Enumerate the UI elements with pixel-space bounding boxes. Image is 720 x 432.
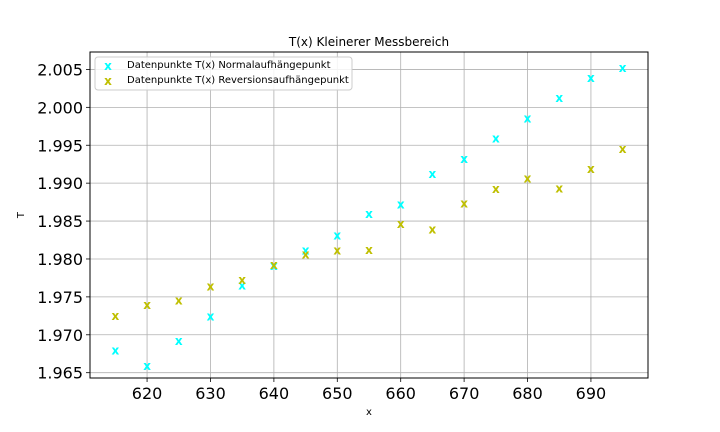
data-point-series-1: x [365, 243, 373, 257]
data-point-series-1: x [175, 294, 183, 308]
x-axis-label: x [366, 407, 372, 418]
y-tick-label: 1.980 [37, 250, 83, 269]
data-point-series-1: x [143, 298, 151, 312]
data-point-series-0: x [111, 344, 119, 358]
data-point-series-0: x [175, 334, 183, 348]
y-tick-label: 1.965 [37, 364, 83, 383]
legend-box [94, 56, 353, 91]
data-point-series-0: x [619, 61, 627, 75]
data-point-series-1: x [619, 142, 627, 156]
axis-ticks: 620 630 640 650 660 670 680 690 1.965 1.970 1.975 1… [37, 60, 606, 403]
data-point-series-0: x [587, 71, 595, 85]
data-point-series-1: x [238, 273, 246, 287]
x-tick-label: 670 [449, 384, 480, 403]
data-point-series-0: x [270, 259, 278, 273]
grid [90, 52, 648, 378]
y-tick-label: 2.005 [37, 60, 83, 79]
data-point-series-0: x [460, 152, 468, 166]
y-tick-label: 2.000 [37, 98, 83, 117]
data-point-series-0: x [365, 207, 373, 221]
data-point-series-1: x [492, 182, 500, 196]
y-axis-label: T [16, 211, 27, 219]
data-point-series-0: x [333, 228, 341, 242]
legend-marker-reversion: x [104, 74, 112, 88]
x-tick-label: 630 [195, 384, 226, 403]
data-point-series-0: x [555, 91, 563, 105]
x-tick-label: 620 [132, 384, 163, 403]
x-tick-label: 660 [385, 384, 416, 403]
data-point-series-1: x [207, 279, 215, 293]
chart-title: T(x) Kleinerer Messbereich [288, 35, 449, 49]
data-point-series-1: x [270, 258, 278, 272]
data-point-series-1: x [587, 162, 595, 176]
data-point-series-0: x [429, 167, 437, 181]
data-point-series-1: x [460, 197, 468, 211]
data-point-series-1: x [302, 247, 310, 261]
y-tick-label: 1.990 [37, 174, 83, 193]
legend: x Datenpunkte T(x) Normalaufhängepunkt x… [94, 56, 353, 91]
x-tick-label: 690 [576, 384, 607, 403]
legend-marker-normal: x [104, 59, 112, 73]
y-tick-label: 1.975 [37, 288, 83, 307]
x-tick-label: 650 [322, 384, 353, 403]
data-point-series-1: x [333, 244, 341, 258]
x-tick-label: 640 [259, 384, 290, 403]
y-tick-label: 1.995 [37, 136, 83, 155]
data-point-series-1: x [524, 172, 532, 186]
legend-label-reversion: Datenpunkte T(x) Reversionsaufhängepunkt [127, 75, 349, 86]
data-point-series-0: x [238, 279, 246, 293]
plot-area-frame [89, 51, 649, 379]
x-tick-label: 680 [512, 384, 543, 403]
data-point-series-0: x [397, 197, 405, 211]
data-point-series-1: x [429, 222, 437, 236]
data-point-series-0: x [143, 359, 151, 373]
y-tick-label: 1.970 [37, 326, 83, 345]
data-point-series-1: x [111, 309, 119, 323]
data-point-series-0: x [524, 112, 532, 126]
data-point-series-1: x [397, 217, 405, 231]
legend-label-normal: Datenpunkte T(x) Normalaufhängepunkt [127, 60, 331, 71]
data-point-series-0: x [302, 244, 310, 258]
data-point-series-0: x [492, 131, 500, 145]
data-point-series-1: x [555, 181, 563, 195]
data-point-series-0: x [207, 310, 215, 324]
y-tick-label: 1.985 [37, 212, 83, 231]
